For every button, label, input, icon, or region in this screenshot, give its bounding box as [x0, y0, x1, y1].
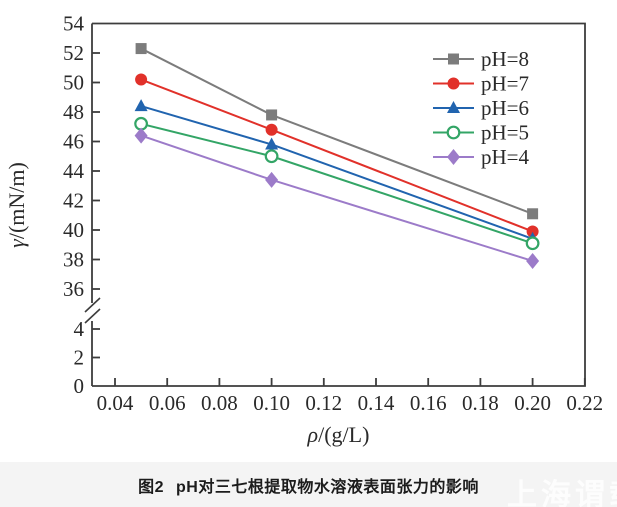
chart-area: 36 38 40 42 44 46 48 50 52 54 0 2 4 0.04 0.06 0.08 0.10 0… [4, 11, 604, 448]
legend-swatch-marker [446, 125, 461, 140]
y-axis-tick-label: 44 [63, 159, 85, 183]
legend-label: pH=8 [481, 47, 529, 71]
y-axis-tick-label: 2 [74, 346, 85, 370]
legend: pH=8pH=7pH=6pH=5pH=4 [433, 47, 530, 169]
y-axis-tick-label: 48 [63, 100, 84, 124]
legend-item-ph5: pH=5 [433, 121, 529, 145]
data-point-marker-ph8 [527, 208, 539, 220]
x-axis-tick-label: 0.22 [566, 391, 603, 415]
x-axis-tick-label: 0.16 [410, 391, 447, 415]
y-axis-tick-label: 38 [63, 248, 84, 272]
x-axis-label: ρ/(g/L) [307, 422, 370, 447]
axis-break-icon [84, 297, 101, 313]
legend-swatch-marker [447, 149, 460, 165]
data-point-marker-ph8 [135, 43, 147, 55]
x-axis-tick-label: 0.10 [253, 391, 290, 415]
y-axis-tick-label: 40 [63, 218, 84, 242]
figure-caption: 图2 pH对三七根提取物水溶液表面张力的影响 [0, 462, 617, 507]
data-point-marker-ph4 [265, 171, 279, 188]
legend-swatch-marker [448, 53, 459, 65]
legend-item-ph4: pH=4 [433, 145, 530, 169]
data-point-marker-ph7 [135, 73, 148, 86]
legend-label: pH=7 [481, 72, 529, 96]
plot-frame [92, 22, 586, 387]
y-axis-tick-label: 4 [74, 317, 85, 341]
series-line-ph5 [140, 122, 533, 245]
series-ph6 [134, 99, 540, 244]
series-line-ph6 [140, 105, 533, 240]
x-axis-tick-label: 0.06 [149, 391, 186, 415]
legend-label: pH=5 [481, 121, 529, 145]
legend-swatch-marker [447, 101, 460, 113]
data-point-marker-ph7 [526, 225, 539, 238]
x-axis-tick-label: 0.20 [514, 391, 551, 415]
series-ph4 [134, 127, 540, 269]
y-axis-tick-label: 36 [63, 277, 84, 301]
legend-label: pH=6 [481, 96, 529, 120]
legend-item-ph8: pH=8 [433, 47, 529, 71]
surface-tension-line-chart: 36 38 40 42 44 46 48 50 52 54 0 2 4 0.04 0.06 0.08 0.10 0… [4, 12, 603, 448]
x-axis-tick-label: 0.12 [305, 391, 342, 415]
legend-swatch-marker [447, 77, 460, 90]
data-point-marker-ph7 [265, 123, 278, 136]
x-axis-tick-label: 0.18 [462, 391, 499, 415]
series-ph8 [135, 43, 539, 220]
y-axis-tick-label: 0 [74, 374, 85, 398]
legend-item-ph6: pH=6 [433, 96, 529, 120]
axis-break-icon [84, 308, 101, 324]
legend-label: pH=4 [481, 145, 530, 169]
figure-caption-number: 图2 [138, 478, 165, 496]
data-point-marker-ph4 [526, 252, 540, 269]
data-point-marker-ph8 [266, 109, 278, 121]
data-point-marker-ph5 [525, 236, 540, 251]
data-point-marker-ph6 [265, 137, 279, 150]
series-ph5 [134, 116, 540, 251]
figure-caption-text: pH对三七根提取物水溶液表面张力的影响 [176, 478, 479, 496]
x-axis-tick-label: 0.04 [97, 391, 134, 415]
y-axis-tick-label: 46 [63, 130, 84, 154]
series-ph7 [135, 73, 539, 238]
series-line-ph8 [140, 47, 533, 215]
y-axis-tick-label: 54 [63, 12, 85, 36]
x-axis-tick-label: 0.14 [358, 391, 395, 415]
y-axis-tick-label: 50 [63, 71, 84, 95]
y-axis-label: γ/(mN/m) [4, 162, 29, 248]
data-point-marker-ph5 [264, 149, 279, 164]
caption-band: 图2 pH对三七根提取物水溶液表面张力的影响 上海谓载 [0, 462, 617, 507]
data-point-marker-ph6 [134, 99, 148, 112]
data-point-marker-ph4 [134, 127, 148, 144]
x-axis-tick-label: 0.08 [201, 391, 238, 415]
y-axis-tick-label: 52 [63, 41, 84, 65]
y-axis-tick-label: 42 [63, 189, 84, 213]
legend-item-ph7: pH=7 [433, 72, 529, 96]
